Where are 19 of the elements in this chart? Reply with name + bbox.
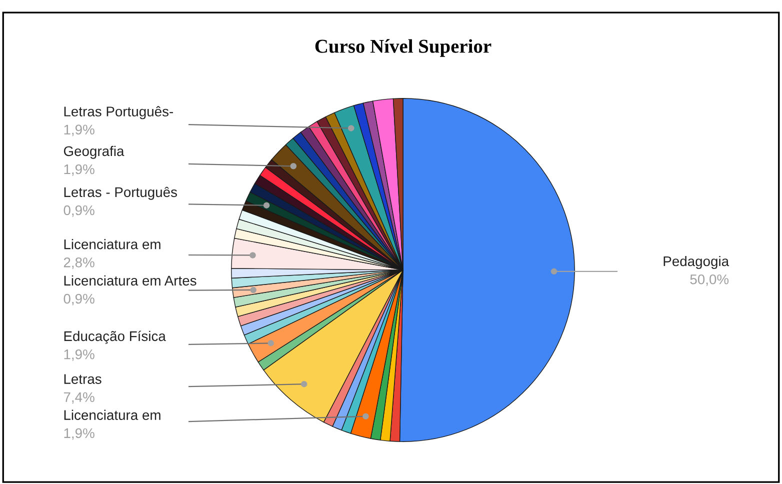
data-label: 2,8%	[64, 258, 94, 269]
slice-label: Licenciatura em	[64, 239, 160, 250]
slice-label: Letras - Português	[64, 186, 177, 200]
data-label: 1,9%	[64, 124, 94, 136]
slice-label: Educação Física	[64, 330, 166, 344]
data-label: 1,9%	[64, 349, 94, 361]
slice-label: Pedagogia	[664, 256, 730, 269]
data-label: 0,9%	[64, 205, 94, 217]
data-label: 1,9%	[64, 428, 94, 440]
slice-label: Geografia	[64, 146, 124, 159]
data-label: 1,9%	[64, 164, 94, 176]
slice-label: Letras	[64, 374, 102, 384]
slice-label: Letras Português-	[64, 106, 174, 120]
data-label: 0,9%	[64, 294, 94, 306]
data-label: 7,4%	[64, 392, 94, 404]
data-label: 50,0%	[690, 274, 729, 286]
slice-label: Licenciatura em	[64, 410, 160, 420]
slice-label: Licenciatura em Artes	[64, 275, 196, 286]
chart-title: Curso Nível Superior	[315, 39, 492, 57]
